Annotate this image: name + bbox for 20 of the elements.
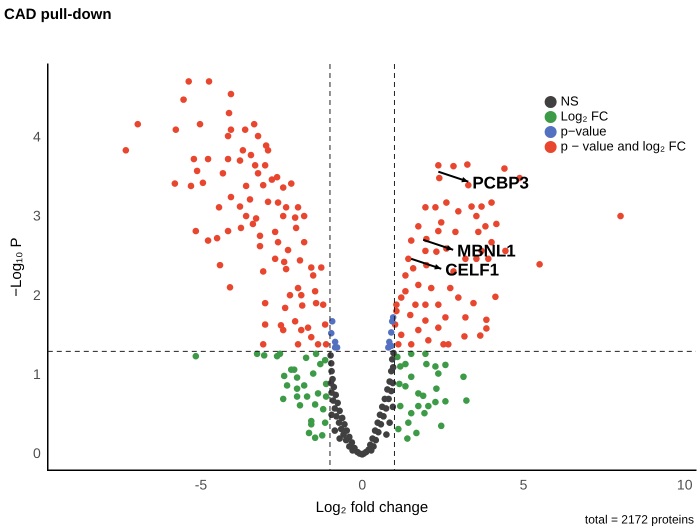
legend-label: Log₂ FC bbox=[560, 108, 608, 124]
annotation: MBNL1 bbox=[457, 241, 516, 260]
x-tick-label: 0 bbox=[358, 476, 366, 492]
y-tick-label: 0 bbox=[32, 445, 41, 462]
legend-label: NS bbox=[560, 94, 580, 109]
y-axis-title: −Log₁₀ P bbox=[8, 237, 26, 297]
text: total = 2172 proteins bbox=[584, 512, 694, 526]
chart-title: CAD pull-down bbox=[4, 6, 112, 24]
annotation: CELF1 bbox=[445, 260, 500, 280]
x-tick-label: -5 bbox=[194, 476, 208, 492]
y-tick-label: 4 bbox=[32, 128, 41, 144]
x-tick-label: 10 bbox=[676, 476, 693, 492]
y-tick-label: 3 bbox=[32, 208, 41, 224]
y-tick-label: 1 bbox=[32, 366, 41, 382]
legend-label: p−value bbox=[560, 124, 607, 139]
x-tick-label: 5 bbox=[520, 476, 528, 492]
x-axis-title: Log₂ fold change bbox=[316, 499, 428, 516]
annotation: PCBP3 bbox=[472, 173, 530, 192]
legend-label: p − value and log₂ FC bbox=[560, 138, 686, 154]
y-tick-label: 2 bbox=[32, 286, 41, 303]
